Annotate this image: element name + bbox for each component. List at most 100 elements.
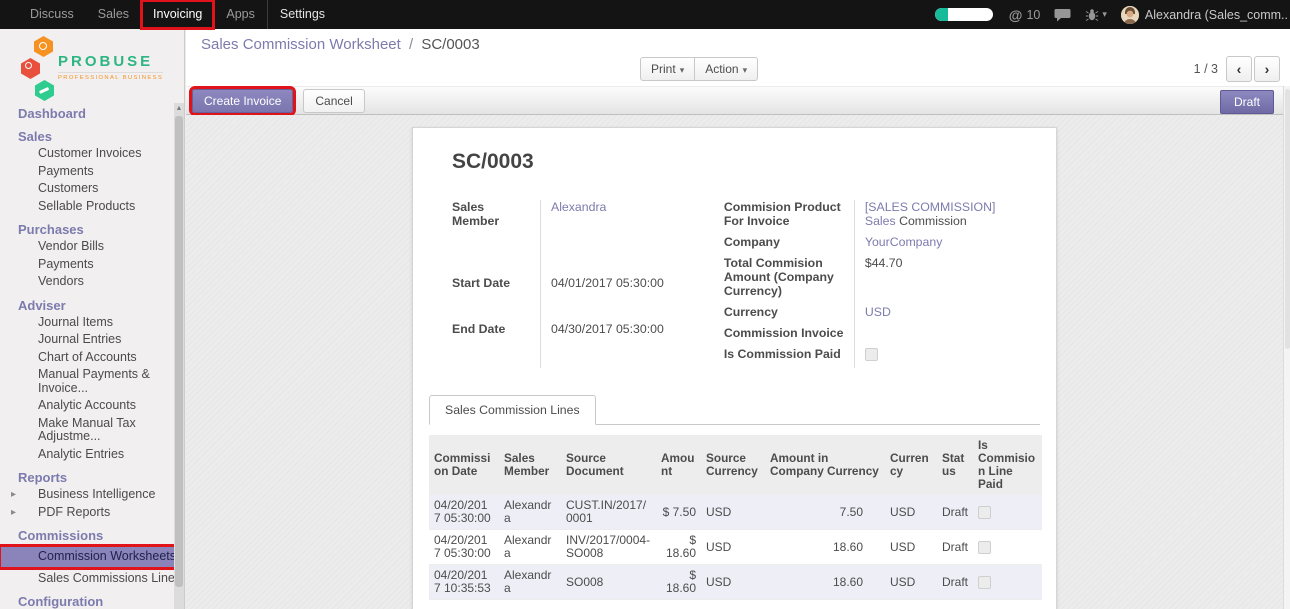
- main-scrollbar-thumb[interactable]: [1285, 89, 1290, 349]
- status-badge: Draft: [1220, 90, 1274, 114]
- cancel-button[interactable]: Cancel: [303, 89, 364, 113]
- pager-previous-button[interactable]: ‹: [1226, 56, 1252, 82]
- line-paid-checkbox[interactable]: [978, 541, 991, 554]
- col-amount[interactable]: Amount: [656, 435, 701, 495]
- sales-member-value[interactable]: Alexandra: [551, 200, 606, 214]
- company-value[interactable]: YourCompany: [865, 235, 942, 249]
- col-source-document[interactable]: Source Document: [561, 435, 656, 495]
- sidebar-item-make-manual-tax-adjustments[interactable]: Make Manual Tax Adjustme...: [0, 415, 184, 446]
- main-scrollbar[interactable]: [1283, 86, 1290, 609]
- sidebar-item-chart-of-accounts[interactable]: Chart of Accounts: [0, 349, 184, 367]
- cell-status: Draft: [937, 495, 973, 530]
- progress-pill[interactable]: [935, 8, 993, 21]
- field-label-commission-invoice: Commission Invoice: [724, 326, 854, 347]
- sidebar-item-journal-items[interactable]: Journal Items: [0, 314, 184, 332]
- sidebar-scrollbar[interactable]: ▲: [174, 103, 184, 609]
- pager-next-button[interactable]: ›: [1254, 56, 1280, 82]
- chevron-down-icon: ▾: [743, 65, 748, 75]
- col-amount-company[interactable]: Amount in Company Currency: [765, 435, 885, 495]
- sidebar-item-analytic-accounts[interactable]: Analytic Accounts: [0, 397, 184, 415]
- cell-member: Alexandra: [499, 565, 561, 600]
- menu-apps[interactable]: Apps: [214, 0, 267, 29]
- col-commission-date[interactable]: Commission Date: [429, 435, 499, 495]
- commission-product-value-rest: Commission: [899, 214, 967, 228]
- messages-icon[interactable]: [1054, 8, 1071, 22]
- table-row[interactable]: 04/20/2017 10:35:53 Alexandra SO008 $ 18…: [429, 565, 1042, 600]
- debug-icon[interactable]: ▾: [1085, 8, 1107, 22]
- activities-icon[interactable]: @ 10: [1009, 7, 1041, 23]
- col-status[interactable]: Status: [937, 435, 973, 495]
- sidebar-item-customer-invoices[interactable]: Customer Invoices: [0, 145, 184, 163]
- sidebar-item-customers[interactable]: Customers: [0, 180, 184, 198]
- action-button[interactable]: Action▾: [694, 57, 758, 81]
- col-source-currency[interactable]: Source Currency: [701, 435, 765, 495]
- field-label-total-commission-amount: Total Commision Amount (Company Currency…: [724, 256, 854, 305]
- cell-amount: $ 18.60: [656, 565, 701, 600]
- sidebar-item-business-intelligence[interactable]: ▸ Business Intelligence: [0, 486, 184, 504]
- cell-member: Alexandra: [499, 495, 561, 530]
- sidebar-item-payments-sales[interactable]: Payments: [0, 163, 184, 181]
- currency-value[interactable]: USD: [865, 305, 891, 319]
- sidebar-item-payments-purchases[interactable]: Payments: [0, 256, 184, 274]
- cell-source-currency: USD: [701, 495, 765, 530]
- sidebar-item-sales-commissions-lines[interactable]: Sales Commissions Lines: [0, 570, 184, 588]
- sidebar-scrollbar-thumb[interactable]: [175, 116, 183, 587]
- sidebar-item-dashboard[interactable]: Dashboard: [0, 105, 184, 122]
- print-button[interactable]: Print▾: [640, 57, 695, 81]
- sidebar-item-commission-worksheets[interactable]: Commission Worksheets: [0, 546, 179, 568]
- field-label-start-date: Start Date: [452, 276, 540, 322]
- sidebar-item-vendor-bills[interactable]: Vendor Bills: [0, 238, 184, 256]
- sidebar-item-analytic-entries[interactable]: Analytic Entries: [0, 446, 184, 464]
- total-commission-amount-value: $44.70: [854, 256, 1017, 305]
- main-area: Sales Commission Worksheet / SC/0003 Pri…: [186, 29, 1290, 609]
- expand-icon: ▸: [11, 488, 16, 502]
- start-date-value: 04/01/2017 05:30:00: [540, 276, 700, 322]
- probuse-logo: PROBUSE PROFESSIONAL BUSINESS: [0, 29, 184, 101]
- cell-date: 04/20/2017 10:35:53: [429, 565, 499, 600]
- cell-amount-company: 18.60: [765, 565, 885, 600]
- field-label-company: Company: [724, 235, 854, 256]
- cell-amount-company: 18.60: [765, 530, 885, 565]
- sidebar-item-vendors[interactable]: Vendors: [0, 273, 184, 291]
- sidebar-item-manual-payments-invoice[interactable]: Manual Payments & Invoice...: [0, 366, 184, 397]
- control-panel-buttons: Print▾ Action▾: [640, 57, 758, 81]
- cell-paid: [973, 565, 1042, 600]
- line-paid-checkbox[interactable]: [978, 576, 991, 589]
- cell-member: Alexandra: [499, 530, 561, 565]
- col-currency[interactable]: Currency: [885, 435, 937, 495]
- sidebar-item-label: Business Intelligence: [38, 487, 155, 501]
- table-row[interactable]: 04/20/2017 05:30:00 Alexandra INV/2017/0…: [429, 530, 1042, 565]
- cell-status: Draft: [937, 530, 973, 565]
- sidebar-item-pdf-reports[interactable]: ▸PDF Reports: [0, 504, 184, 522]
- user-menu[interactable]: Alexandra (Sales_comm..: [1145, 8, 1288, 22]
- pager-value: 1 / 3: [1194, 62, 1218, 76]
- field-label-end-date: End Date: [452, 322, 540, 368]
- commission-invoice-value: [854, 326, 1017, 347]
- logo-title: PROBUSE: [58, 53, 163, 70]
- field-group-right: Commision Product For Invoice [SALES COM…: [724, 200, 1017, 368]
- sidebar-section-commissions: Commissions: [0, 527, 184, 544]
- sidebar-item-journal-entries[interactable]: Journal Entries: [0, 331, 184, 349]
- table-row[interactable]: 04/20/2017 05:30:00 Alexandra CUST.IN/20…: [429, 495, 1042, 530]
- field-label-commission-product: Commision Product For Invoice: [724, 200, 854, 235]
- notebook-tabs: Sales Commission Lines: [429, 394, 1040, 425]
- col-is-commission-line-paid[interactable]: Is Commision Line Paid: [973, 435, 1042, 495]
- print-label: Print: [651, 62, 676, 76]
- menu-discuss[interactable]: Discuss: [18, 0, 86, 29]
- cell-paid: [973, 530, 1042, 565]
- cell-amount-company: 7.50: [765, 495, 885, 530]
- cell-source-currency: USD: [701, 530, 765, 565]
- breadcrumb-parent[interactable]: Sales Commission Worksheet: [201, 36, 401, 53]
- create-invoice-button[interactable]: Create Invoice: [192, 89, 293, 113]
- menu-invoicing[interactable]: Invoicing: [141, 0, 214, 29]
- avatar[interactable]: [1121, 6, 1139, 24]
- tab-sales-commission-lines[interactable]: Sales Commission Lines: [429, 395, 596, 425]
- scroll-up-icon[interactable]: ▲: [174, 103, 184, 115]
- menu-sales[interactable]: Sales: [86, 0, 141, 29]
- line-paid-checkbox[interactable]: [978, 506, 991, 519]
- sidebar: PROBUSE PROFESSIONAL BUSINESS Dashboard …: [0, 29, 185, 609]
- menu-settings[interactable]: Settings: [267, 0, 337, 29]
- col-sales-member[interactable]: Sales Member: [499, 435, 561, 495]
- sidebar-item-sellable-products[interactable]: Sellable Products: [0, 198, 184, 216]
- is-commission-paid-checkbox[interactable]: [865, 348, 878, 361]
